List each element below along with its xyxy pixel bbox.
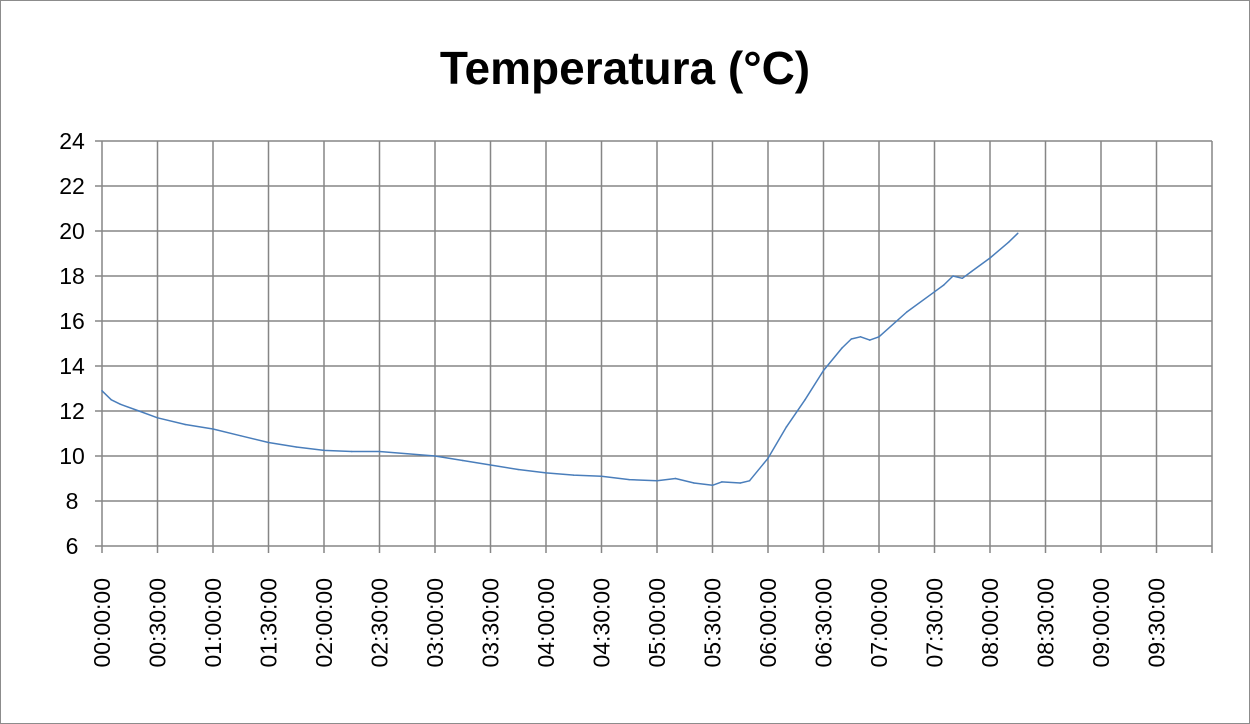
data-point	[970, 270, 973, 273]
y-tick-label: 22	[59, 173, 85, 199]
data-point	[545, 472, 547, 474]
x-tick-label: 01:30:00	[256, 578, 282, 668]
data-point	[295, 446, 298, 448]
data-point	[1007, 241, 1010, 244]
data-point	[785, 425, 788, 428]
data-point	[378, 450, 381, 453]
data-point	[119, 403, 122, 406]
data-point	[239, 434, 242, 437]
data-point	[933, 290, 936, 293]
x-tick-label: 08:00:00	[977, 578, 1003, 668]
y-tick-label: 18	[59, 263, 85, 289]
data-point	[572, 474, 575, 476]
data-point	[804, 398, 806, 401]
data-point	[961, 277, 964, 280]
x-tick-label: 06:00:00	[755, 578, 781, 668]
data-point	[674, 477, 677, 480]
x-tick-label: 03:00:00	[422, 578, 448, 668]
data-point	[212, 428, 214, 430]
x-tick-label: 03:30:00	[478, 578, 504, 668]
y-tick-label: 8	[66, 488, 79, 514]
data-point	[267, 441, 270, 444]
x-tick-label: 09:30:00	[1144, 578, 1170, 668]
data-point	[850, 338, 853, 340]
x-tick-label: 06:30:00	[811, 578, 837, 668]
x-axis-ticks: 00:00:00 00:30:00 01:00:00 01:30:00 02:00:00…	[89, 578, 1170, 668]
x-tick-label: 04:00:00	[533, 578, 559, 668]
data-point	[822, 369, 825, 372]
data-point	[952, 275, 954, 277]
data-point	[767, 457, 769, 460]
y-tick-label: 16	[59, 308, 85, 334]
x-tick-label: 04:30:00	[589, 578, 615, 668]
y-tick-label: 20	[59, 218, 85, 244]
data-point	[600, 475, 603, 478]
data-point	[628, 478, 631, 481]
y-tick-label: 10	[59, 443, 85, 469]
x-tick-label: 00:30:00	[145, 578, 171, 668]
data-point	[138, 410, 140, 412]
grid-lines	[102, 140, 1213, 546]
y-tick-label: 14	[59, 353, 85, 379]
axes	[95, 140, 1213, 553]
data-point	[868, 339, 871, 341]
x-tick-label: 09:00:00	[1088, 578, 1114, 668]
x-tick-label: 07:00:00	[866, 578, 892, 668]
data-point	[350, 450, 353, 453]
y-axis-ticks: 6 8 10 12 14 16 18 20 22 24	[59, 128, 85, 559]
data-point	[1016, 232, 1019, 235]
x-tick-label: 08:30:00	[1033, 578, 1059, 668]
data-point	[406, 452, 409, 455]
x-tick-label: 02:30:00	[367, 578, 393, 668]
data-point	[748, 479, 751, 482]
data-point	[841, 347, 843, 349]
data-point	[323, 449, 325, 452]
temperature-series-line	[101, 232, 1019, 487]
data-point	[656, 479, 658, 482]
y-tick-label: 24	[59, 128, 85, 154]
data-point	[989, 257, 991, 259]
x-tick-label: 02:00:00	[311, 578, 337, 668]
data-point	[720, 481, 723, 483]
data-point	[711, 484, 714, 487]
data-point	[156, 416, 159, 419]
data-point	[489, 464, 492, 466]
x-tick-label: 07:30:00	[922, 578, 948, 668]
chart-title: Temperatura (°C)	[440, 42, 810, 94]
x-tick-label: 01:00:00	[200, 578, 226, 668]
data-point	[101, 389, 103, 392]
data-point	[878, 335, 880, 338]
y-tick-label: 12	[59, 398, 85, 424]
y-tick-label: 6	[66, 533, 79, 559]
data-point	[461, 459, 464, 462]
data-point	[905, 311, 908, 313]
data-point	[184, 423, 187, 426]
data-point	[859, 335, 862, 338]
data-point	[517, 468, 520, 471]
data-point	[739, 482, 742, 484]
x-tick-label: 05:00:00	[644, 578, 670, 668]
data-point	[693, 482, 695, 484]
data-point	[434, 455, 436, 457]
data-point	[942, 284, 945, 286]
series-group	[101, 232, 1019, 487]
x-tick-label: 00:00:00	[89, 578, 115, 668]
x-tick-label: 05:30:00	[700, 578, 726, 668]
data-point	[110, 398, 113, 401]
